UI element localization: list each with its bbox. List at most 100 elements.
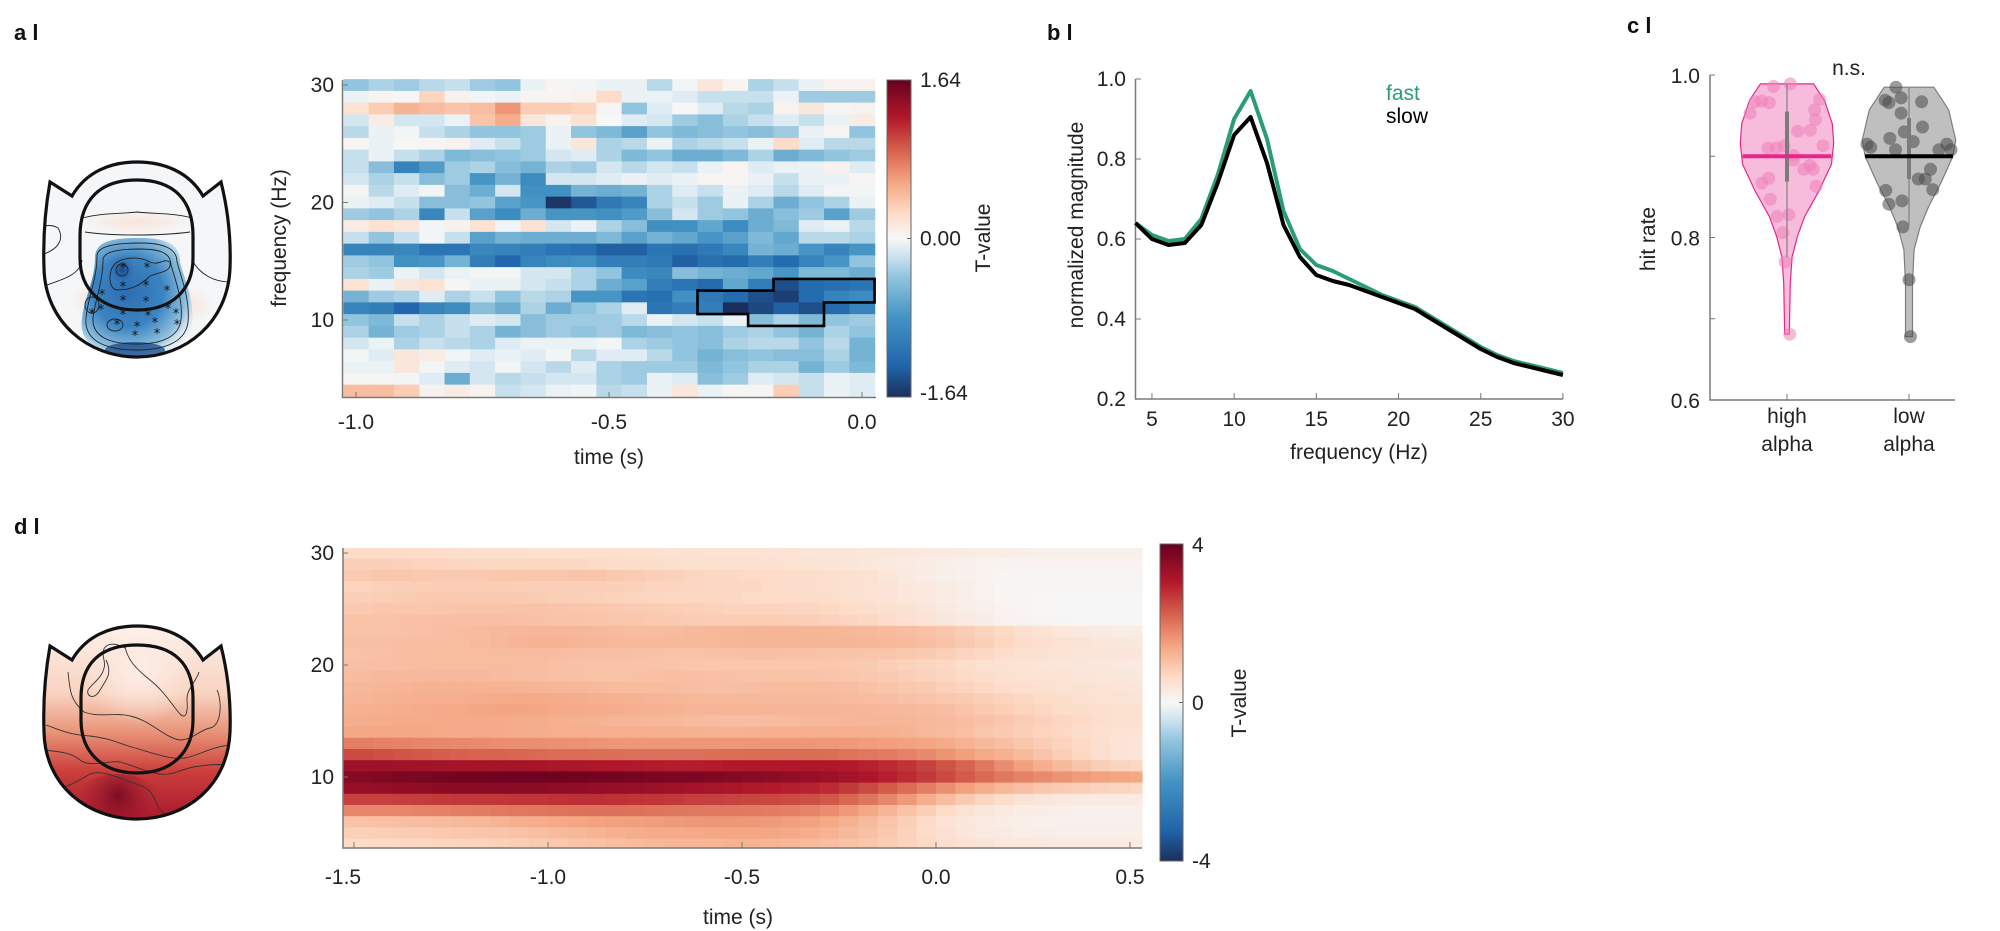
heatmap-d-cell: [509, 625, 530, 638]
heatmap-a-cell: [571, 149, 597, 162]
heatmap-d-cell: [780, 659, 801, 672]
heatmap-d-cell: [839, 715, 859, 728]
heatmap-a-cell: [596, 184, 623, 198]
heatmap-d-cell: [1071, 670, 1092, 683]
heatmap-d-cell: [567, 648, 588, 660]
heatmap-a-cell: [722, 196, 749, 209]
heatmap-d-cell: [451, 670, 471, 683]
heatmap-d-cell: [548, 581, 568, 593]
heatmap-d-cell: [431, 592, 452, 604]
heatmap-a-cell: [849, 126, 876, 139]
heatmap-a-cell: [849, 90, 876, 104]
heatmap-d-cell: [1033, 569, 1053, 582]
heatmap-d-cell: [354, 793, 374, 806]
heatmap-d-cell: [664, 827, 685, 840]
heatmap-d-cell: [780, 760, 801, 772]
heatmap-d-cell: [858, 569, 879, 582]
heatmap-d-cell: [703, 771, 724, 784]
heatmap-d-cell: [1071, 816, 1092, 828]
heatmap-a-cell: [520, 243, 547, 256]
heatmap-d-cell: [645, 693, 665, 705]
heatmap-d-cell: [683, 648, 704, 660]
heatmap-d-cell: [451, 782, 471, 795]
heatmap-d-cell: [567, 581, 588, 593]
heatmap-a-cell: [520, 337, 547, 350]
heatmap-d-cell: [936, 558, 956, 571]
heatmap-a-cell: [697, 384, 724, 397]
heatmap-a-cell: [773, 114, 800, 127]
heatmap-d-cell: [858, 659, 879, 672]
heatmap-a-cell: [368, 126, 395, 139]
heatmap-a-cell: [343, 126, 370, 139]
heatmap-a-cell: [849, 79, 876, 92]
heatmap-d-cell: [412, 558, 433, 571]
heatmap-a-cell: [621, 173, 648, 186]
heatmap-d-cell: [664, 715, 685, 728]
heatmap-d-cell: [1052, 805, 1073, 817]
category-label-high-line2: alpha: [1761, 433, 1813, 456]
heatmap-d-cell: [839, 548, 859, 560]
heatmap-a-cell: [824, 137, 850, 151]
heatmap-a-cell: [596, 302, 623, 315]
heatmap-d-cell: [761, 805, 782, 817]
heatmap-d-cell: [742, 737, 762, 750]
legend-slow: slow: [1386, 105, 1429, 128]
heatmap-d-cell: [1033, 749, 1053, 761]
heatmap-d-cell: [742, 548, 762, 560]
heatmap-a-cell: [469, 361, 496, 374]
heatmap-a-cell: [697, 90, 724, 104]
panel-label-b: b l: [1047, 20, 1073, 45]
heatmap-d-cell: [509, 793, 530, 806]
heatmap-d-cell: [567, 592, 588, 604]
heatmap-a-cell: [419, 255, 446, 268]
heatmap-a-cell: [722, 290, 749, 303]
heatmap-a-cell: [343, 149, 370, 162]
heatmap-d-cell: [974, 749, 995, 761]
heatmap-d-cell: [742, 659, 762, 672]
heatmap-a-cell: [798, 255, 825, 268]
heatmap-d-cell: [761, 726, 782, 739]
heatmap-d-cell: [780, 726, 801, 739]
x-tick-label: 0.0: [847, 411, 876, 434]
heatmap-d-cell: [994, 693, 1015, 705]
heatmap-d-cell: [1091, 670, 1112, 683]
heatmap-a-cell: [495, 208, 522, 221]
heatmap-d-cell: [877, 827, 898, 840]
heatmap-d-cell: [625, 592, 646, 604]
heatmap-d-cell: [703, 548, 724, 560]
heatmap-d-cell: [625, 581, 646, 593]
heatmap-d-cell: [1091, 648, 1112, 660]
heatmap-d-cell: [451, 548, 471, 560]
electrode-marker: *: [144, 261, 151, 276]
heatmap-d-cell: [528, 726, 549, 739]
heatmap-d-cell: [489, 681, 510, 694]
heatmap-a-cell: [849, 161, 876, 174]
heatmap-d-cell: [412, 760, 433, 772]
heatmap-d-cell: [1052, 614, 1073, 627]
heatmap-a-cell: [697, 267, 724, 280]
heatmap-a-cell: [722, 126, 749, 139]
heatmap-a-cell: [697, 243, 724, 256]
heatmap-d-cell: [645, 726, 665, 739]
heatmap-a-cell: [824, 184, 850, 198]
heatmap-d-cell: [1091, 737, 1112, 750]
heatmap-a-cell: [419, 114, 446, 127]
heatmap-a-cell: [419, 325, 446, 339]
heatmap-d-cell: [431, 558, 452, 571]
heatmap-d-cell: [392, 715, 413, 728]
heatmap-d-cell: [1091, 704, 1112, 716]
heatmap-d-cell: [1052, 771, 1073, 784]
heatmap-d-x-ticks: -1.5 -1.0 -0.5 0.0 0.5: [325, 842, 1145, 889]
heatmap-d-cell: [1071, 603, 1092, 616]
heatmap-d-cell: [722, 737, 743, 750]
heatmap-d-cell: [354, 782, 374, 795]
heatmap-a-cell: [495, 149, 522, 162]
heatmap-a-cell: [773, 349, 800, 362]
heatmap-d-cell: [839, 816, 859, 828]
heatmap-d-cell: [897, 749, 918, 761]
heatmap-d-cell: [509, 726, 530, 739]
heatmap-d-cell: [1091, 782, 1112, 795]
heatmap-d-cell: [994, 614, 1015, 627]
heatmap-d-cell: [451, 581, 471, 593]
heatmap-d-cell: [1130, 581, 1143, 593]
